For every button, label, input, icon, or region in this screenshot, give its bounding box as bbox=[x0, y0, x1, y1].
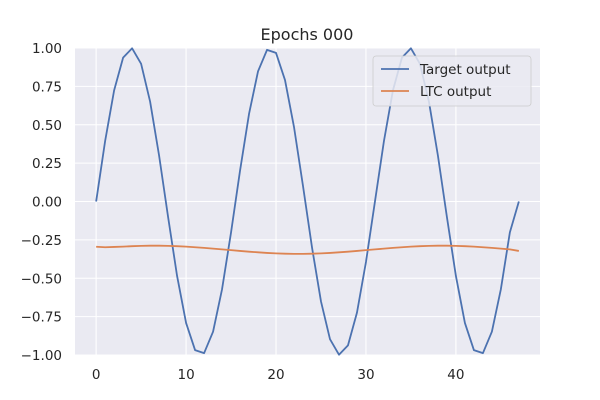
y-axis-ticks: 1.00 0.75 0.50 0.25 0.00 −0.25 −0.50 −0.75 −1.00 bbox=[21, 41, 62, 364]
y-tick-label: −1.00 bbox=[21, 348, 62, 364]
series-line-2 bbox=[96, 244, 520, 255]
x-axis-ticks: 0 10 20 30 40 bbox=[92, 367, 465, 383]
x-tick-label: 20 bbox=[267, 367, 284, 383]
grid-lines bbox=[75, 47, 540, 356]
y-tick-label: 0.75 bbox=[32, 79, 62, 95]
legend-label: Target output bbox=[419, 62, 511, 78]
series-line-1 bbox=[95, 47, 520, 356]
y-tick-label: 0.00 bbox=[32, 195, 62, 211]
legend: Target output LTC output bbox=[372, 55, 532, 107]
legend-box bbox=[372, 55, 532, 107]
y-tick-label: 0.50 bbox=[32, 118, 62, 134]
y-tick-label: −0.50 bbox=[21, 271, 62, 287]
y-tick-label: 1.00 bbox=[32, 41, 62, 57]
x-tick-label: 0 bbox=[92, 367, 101, 383]
x-tick-label: 10 bbox=[177, 367, 194, 383]
chart-title: Epochs 000 bbox=[261, 25, 354, 44]
y-tick-label: −0.25 bbox=[21, 233, 62, 249]
y-tick-label: −0.75 bbox=[21, 310, 62, 326]
series-group bbox=[95, 47, 520, 356]
x-tick-label: 30 bbox=[357, 367, 374, 383]
y-tick-label: 0.25 bbox=[32, 156, 62, 172]
legend-label: LTC output bbox=[420, 84, 491, 100]
x-tick-label: 40 bbox=[447, 367, 464, 383]
